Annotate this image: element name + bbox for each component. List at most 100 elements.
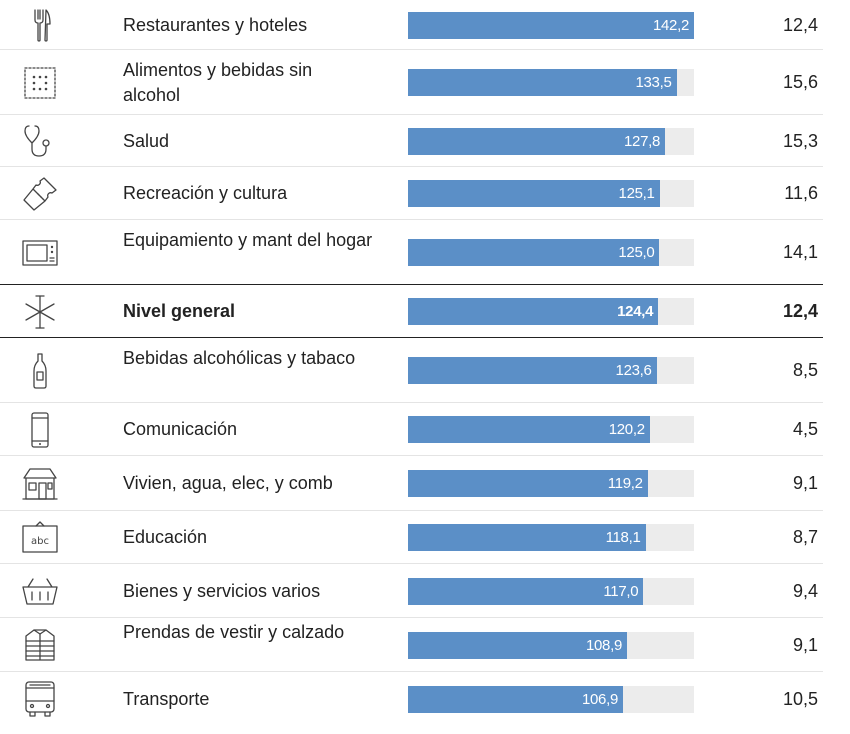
category-label: Equipamiento y mant del hogar [123, 229, 373, 250]
rate-value: 12,4 [782, 14, 818, 35]
bar-value-label: 125,1 [618, 185, 655, 202]
category-label: Nivel general [123, 301, 236, 321]
bar-value-label: 125,0 [618, 244, 655, 261]
rate-value: 15,3 [782, 130, 818, 151]
bar: 127,8 [408, 127, 666, 155]
bar-track: 119,2 [408, 470, 694, 497]
row-divider [0, 402, 823, 403]
basket-icon [20, 571, 60, 611]
bar-track: 118,1 [408, 524, 694, 551]
rate-value: 9,1 [792, 473, 818, 493]
bar-track: 125,0 [408, 239, 694, 266]
table-row: Bebidas alcohólicas y tabaco 123,6 8,5 [0, 338, 850, 403]
bar-track: 120,2 [408, 416, 694, 443]
bar-value-label: 117,0 [603, 582, 639, 600]
bar: 125,0 [408, 239, 660, 266]
row-divider [0, 617, 823, 618]
table-row: Salud 127,8 15,3 [0, 115, 850, 167]
bar: 118,1 [408, 524, 646, 551]
row-divider [0, 510, 823, 511]
category-label: Comunicación [123, 419, 238, 439]
rate-value: 12,4 [782, 301, 818, 321]
rate-value: 9,4 [792, 580, 818, 601]
bar-value-label: 118,1 [605, 529, 641, 546]
strong-divider [0, 337, 823, 338]
bar-track: 125,1 [408, 180, 694, 207]
category-label: Restaurantes y hoteles [123, 14, 308, 35]
fork-knife-icon [20, 5, 60, 45]
row-divider [0, 49, 823, 50]
bar-track: 133,5 [408, 69, 694, 96]
bottle-icon [20, 351, 60, 391]
category-label: Vivien, agua, elec, y comb [123, 473, 333, 493]
bar-value-label: 106,9 [581, 690, 618, 708]
phone-icon [20, 410, 60, 450]
row-divider [0, 219, 823, 220]
bar: 133,5 [408, 69, 677, 96]
category-label: Transporte [123, 688, 210, 709]
bar-track: 123,6 [408, 357, 694, 384]
blackboard-text: abc [31, 536, 49, 547]
bar: 117,0 [408, 577, 644, 605]
bar-value-label: 127,8 [623, 132, 661, 150]
table-row: Comunicación 120,2 4,5 [0, 403, 850, 456]
rate-value: 10,5 [782, 688, 818, 709]
rate-value: 11,6 [784, 183, 818, 203]
bar-value-label: 123,6 [615, 362, 652, 379]
bar-value-label: 120,2 [608, 421, 645, 438]
table-row: Recreación y cultura 125,1 11,6 [0, 167, 850, 220]
rate-value: 15,6 [782, 72, 818, 92]
bar-track: 124,4 [408, 298, 694, 325]
bar-track: 127,8 [408, 127, 694, 155]
row-divider [0, 166, 823, 167]
stethoscope-icon [20, 121, 60, 161]
bar-track: 108,9 [408, 631, 694, 659]
bar-value-label: 142,2 [652, 16, 689, 34]
table-row: Vivien, agua, elec, y comb 119,2 9,1 [0, 456, 850, 511]
table-row: Nivel general 124,4 12,4 [0, 285, 850, 338]
bus-icon [20, 679, 60, 719]
table-row: Restaurantes y hoteles 142,2 12,4 [0, 0, 850, 50]
category-label: Prendas de vestir y calzado [123, 622, 345, 642]
table-row: Bienes y servicios varios 117,0 9,4 [0, 564, 850, 618]
table-row: Prendas de vestir y calzado 108,9 9,1 [0, 618, 850, 672]
row-divider [0, 563, 823, 564]
bar: 124,4 [408, 298, 659, 325]
bar: 106,9 [408, 685, 623, 713]
category-label: Recreación y cultura [123, 183, 288, 203]
category-label: Educación [123, 527, 208, 547]
bar: 119,2 [408, 470, 648, 497]
table-row: Transporte 106,9 10,5 [0, 672, 850, 726]
bar: 123,6 [408, 357, 657, 384]
bar-value-label: 133,5 [635, 74, 672, 91]
strong-divider [0, 284, 823, 285]
category-label: Bebidas alcohólicas y tabaco [123, 347, 356, 368]
bar-track: 106,9 [408, 685, 694, 713]
bar-track: 142,2 [408, 11, 694, 39]
asterisk-icon [20, 292, 60, 332]
rate-value: 8,7 [792, 527, 818, 547]
bar: 125,1 [408, 180, 660, 207]
microwave-icon [20, 233, 60, 273]
bar: 108,9 [408, 631, 628, 659]
row-divider [0, 114, 823, 115]
bar-value-label: 124,4 [617, 303, 654, 320]
ticket-icon [20, 174, 60, 214]
bar: 120,2 [408, 416, 650, 443]
cracker-icon [20, 63, 60, 103]
house-icon [20, 464, 60, 504]
row-divider [0, 671, 823, 672]
bar-value-label: 108,9 [585, 636, 623, 654]
category-label: Alimentos y bebidas sin alcohol [123, 59, 313, 105]
table-row: Alimentos y bebidas sin alcohol 133,5 15,6 [0, 50, 850, 115]
rate-value: 4,5 [792, 419, 818, 439]
bar: 142,2 [408, 11, 694, 39]
bar-track: 117,0 [408, 577, 694, 605]
rate-value: 9,1 [792, 634, 818, 655]
bar-value-label: 119,2 [607, 475, 643, 492]
rate-value: 8,5 [792, 360, 818, 380]
table-row: abc Educación 118,1 8,7 [0, 511, 850, 564]
rate-value: 14,1 [782, 242, 818, 262]
category-label: Bienes y servicios varios [123, 580, 321, 601]
